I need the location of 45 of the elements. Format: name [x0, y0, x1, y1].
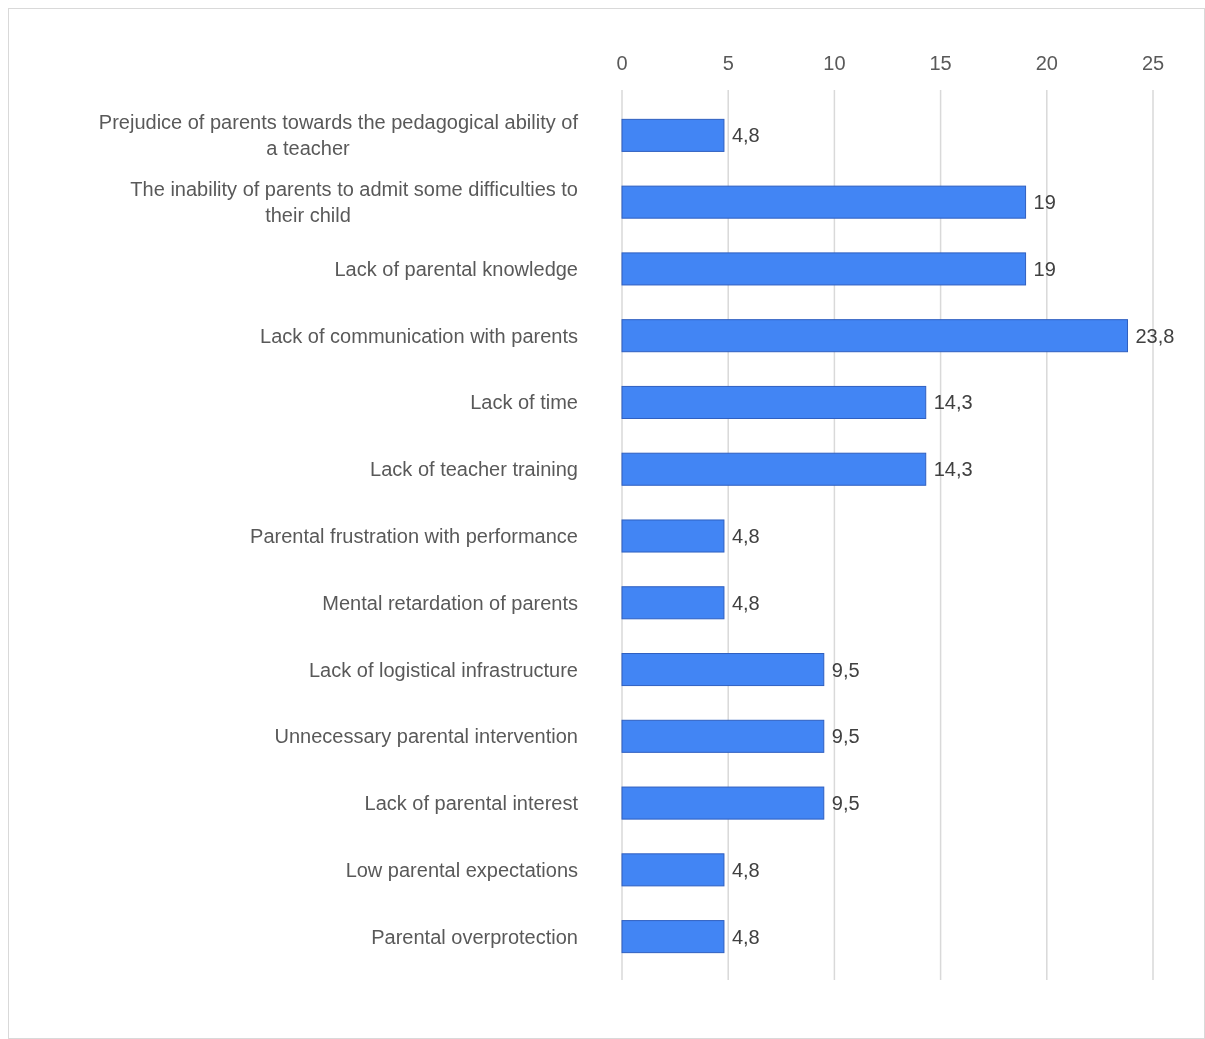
y-tick-label: The inability of parents to admit some difficulties to their child: [130, 178, 578, 227]
bar: [621, 118, 725, 152]
y-tick-label: Parental overprotection: [371, 925, 578, 948]
data-label: 4,8: [731, 858, 760, 881]
y-tick-label: Mental retardation of parents: [322, 591, 578, 614]
x-tick-label: 5: [722, 52, 734, 74]
x-tick-label: 25: [1141, 52, 1165, 74]
data-label: 9,5: [831, 725, 860, 748]
data-label: 4,8: [731, 525, 760, 547]
y-tick-label: Lack of logistical infrastructure: [308, 658, 578, 681]
data-label: 9,5: [831, 792, 860, 815]
data-label: 23,8: [1135, 324, 1175, 347]
bar: [621, 452, 927, 486]
y-tick-label: Prejudice of parents towards the pedagogical ability of a teacher: [98, 111, 579, 160]
y-tick-label: Lack of parental knowledge: [334, 257, 578, 280]
x-tick-label: 20: [1035, 52, 1058, 74]
bar: [621, 519, 725, 553]
y-tick-label: Parental frustration with performance: [250, 525, 578, 547]
data-label: 19: [1033, 191, 1056, 214]
bar: [621, 853, 725, 887]
bar: [621, 786, 825, 820]
y-tick-label: Low parental expectations: [345, 858, 578, 881]
bar: [621, 653, 825, 687]
x-tick-label: 15: [929, 52, 952, 74]
bar: [621, 252, 1027, 286]
data-label: 9,5: [831, 658, 860, 681]
x-tick-label: 10: [823, 52, 846, 74]
bar: [621, 920, 725, 954]
y-tick-label: Lack of parental interest: [364, 792, 579, 815]
data-label: 4,8: [731, 925, 760, 948]
bar: [621, 385, 927, 419]
data-label: 19: [1033, 257, 1056, 280]
data-label: 14,3: [933, 458, 973, 481]
data-label: 14,3: [933, 391, 973, 414]
x-tick-label: 0: [616, 52, 628, 74]
y-tick-label: Unnecessary parental intervention: [274, 725, 578, 748]
bar: [621, 185, 1027, 219]
bar: [621, 586, 725, 620]
bar: [621, 319, 1129, 353]
y-tick-label: Lack of communication with parents: [260, 324, 578, 347]
bar: [621, 719, 825, 753]
y-tick-label: Lack of time: [470, 391, 578, 414]
y-tick-label: Lack of teacher training: [370, 458, 578, 481]
data-label: 4,8: [731, 124, 760, 147]
data-label: 4,8: [731, 591, 760, 614]
